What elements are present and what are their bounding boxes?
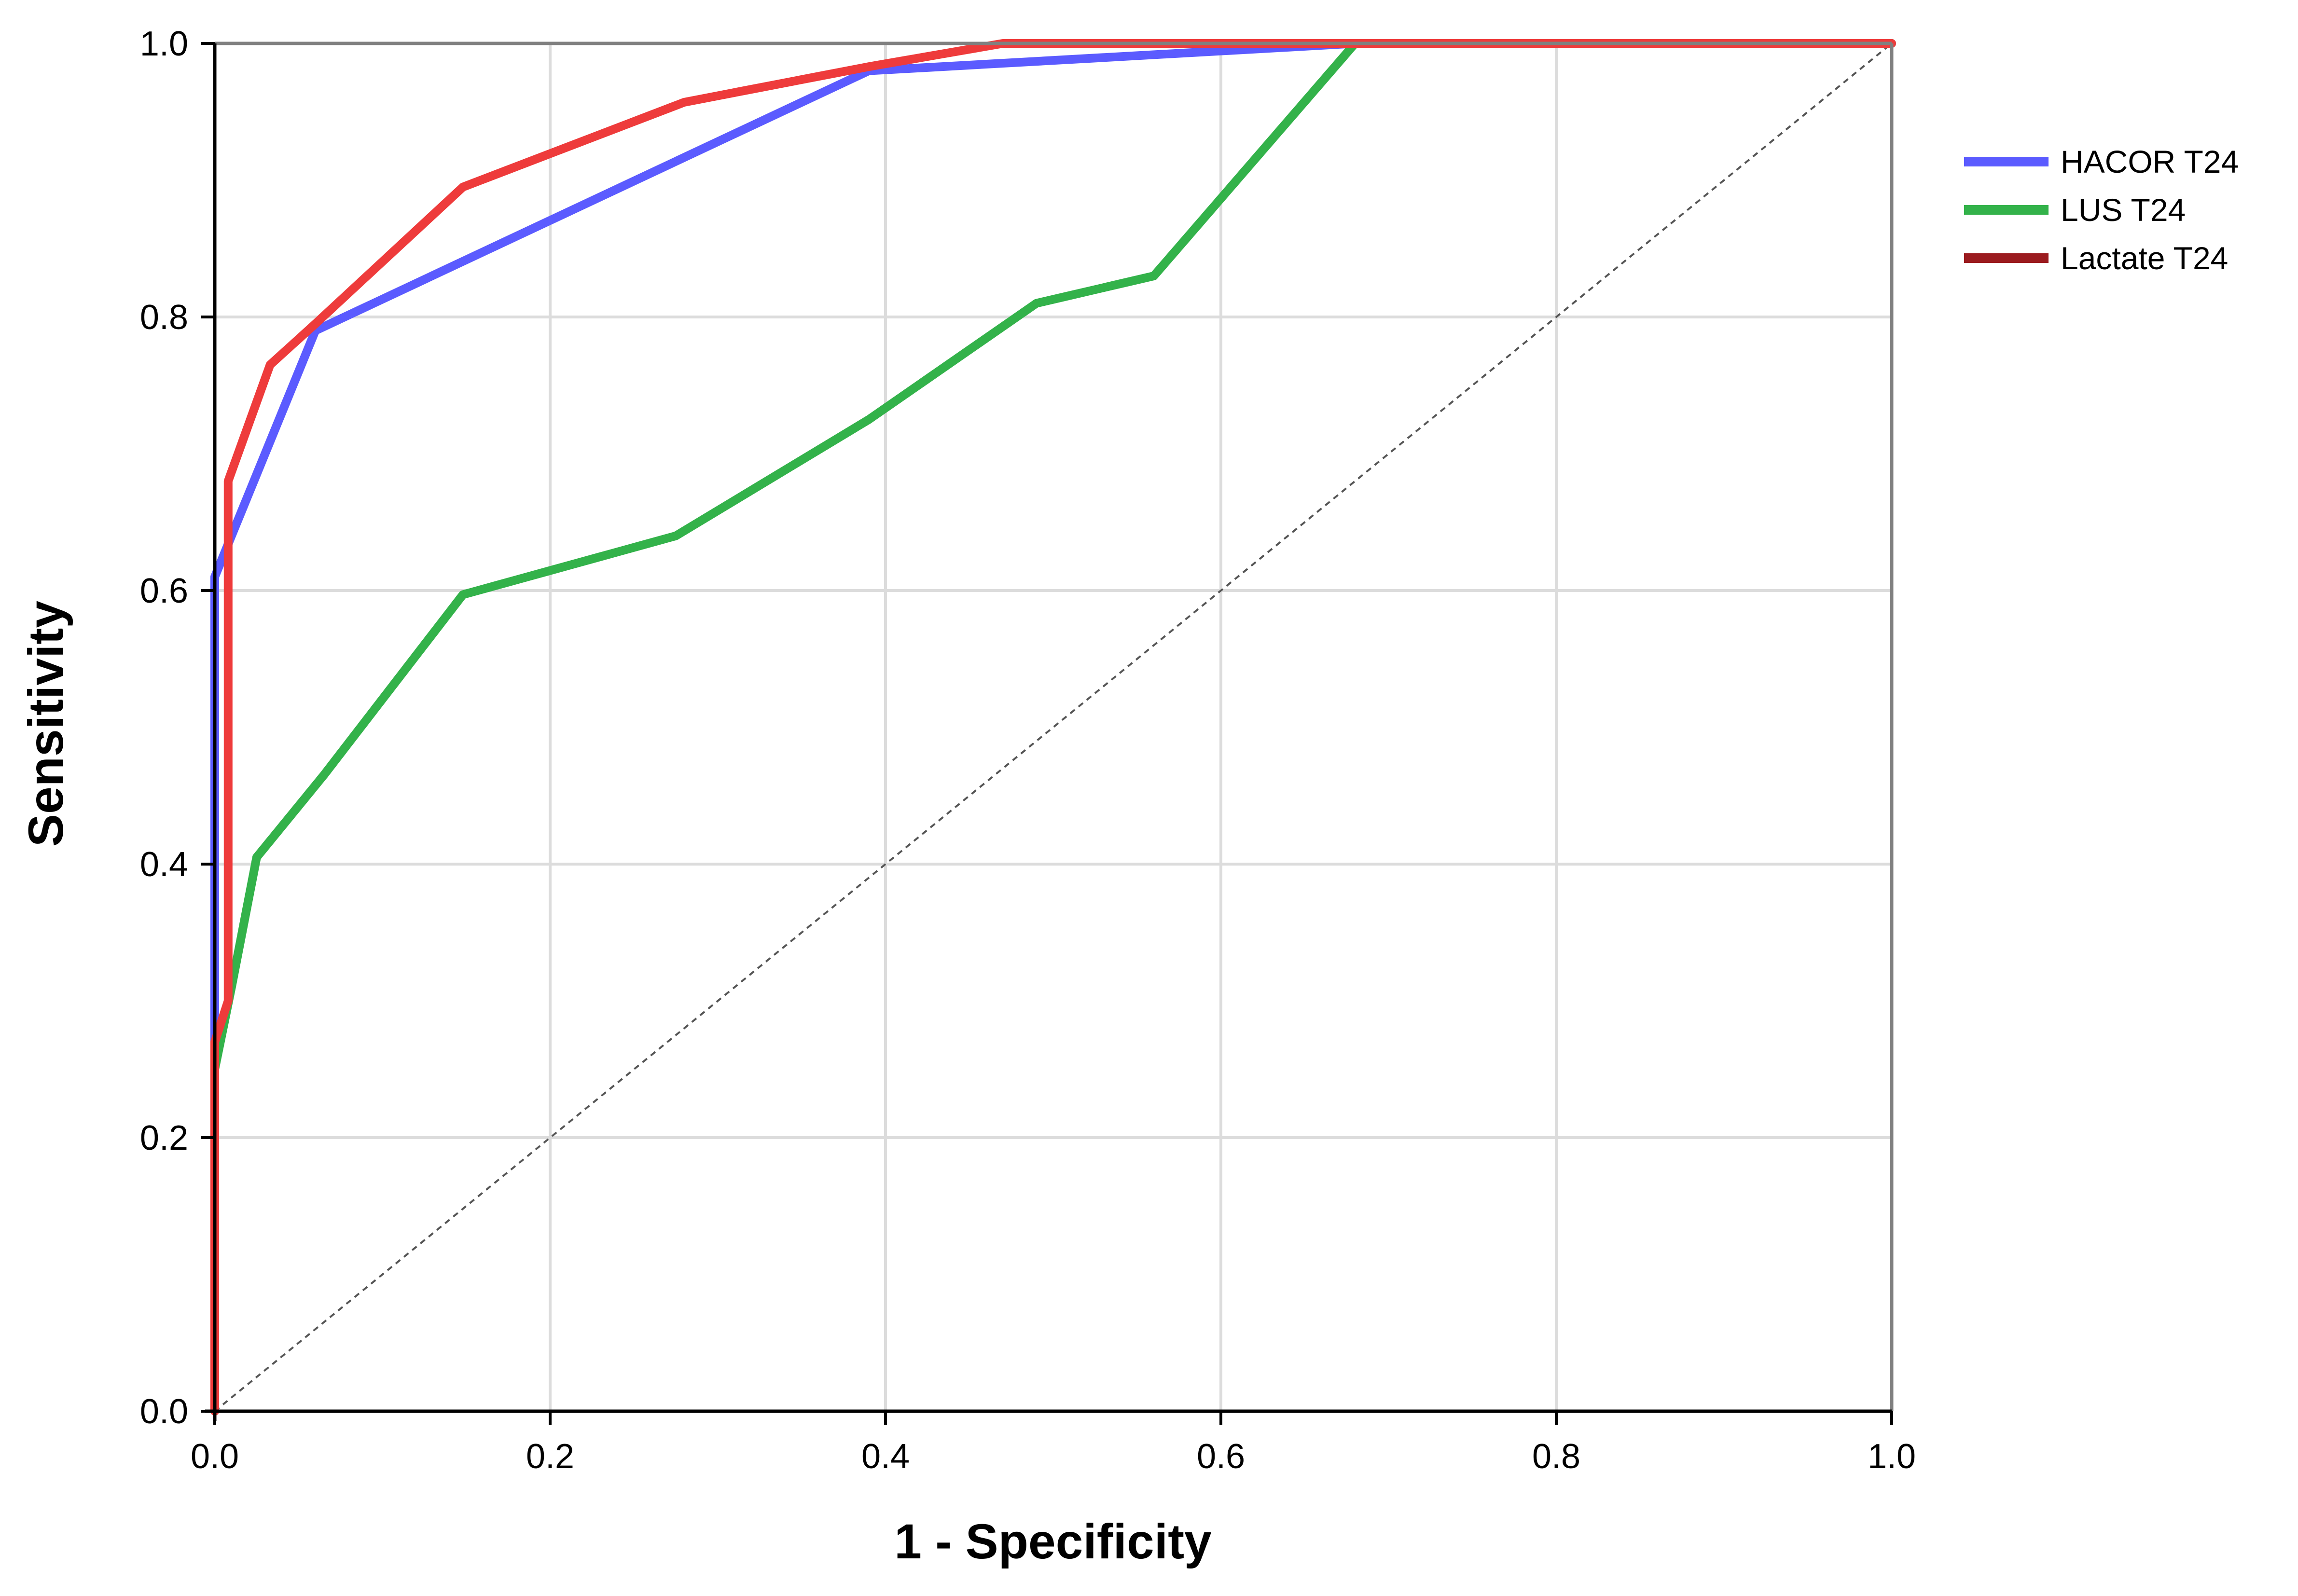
y-tick-label: 0.2 [140,1119,188,1157]
y-tick-label: 0.0 [140,1392,188,1431]
legend-label-hacor-t24: HACOR T24 [2061,144,2239,179]
grid [215,43,1892,1411]
y-tick-label: 1.0 [140,25,188,63]
x-tick-label: 0.6 [1197,1437,1245,1476]
y-tick-label: 0.6 [140,572,188,610]
x-tick-label: 0.8 [1532,1437,1580,1476]
series-line-lactate-t24 [210,39,1896,1416]
legend-label-lactate-t24: Lactate T24 [2061,240,2228,276]
x-tick-label: 0.2 [526,1437,574,1476]
y-axis-title: Sensitivity [18,601,73,847]
tick-labels: 0.0 0.2 0.4 0.6 0.8 1.0 0.0 0.2 0.4 0.6 0.8 1.0 [140,25,1916,1476]
y-tick-label: 0.8 [140,298,188,337]
x-axis-title: 1 - Specificity [894,1514,1212,1569]
reference-diagonal [214,42,1893,1412]
x-tick-label: 1.0 [1868,1437,1916,1476]
y-tick-label: 0.4 [140,845,188,884]
chance-diagonal-line [214,42,1893,1412]
x-tick-label: 0.4 [861,1437,910,1476]
legend-label-lus-t24: LUS T24 [2061,192,2186,228]
axes [205,41,1894,1421]
x-tick-label: 0.0 [191,1437,239,1476]
legend: HACOR T24 LUS T24 Lactate T24 [1964,144,2239,276]
